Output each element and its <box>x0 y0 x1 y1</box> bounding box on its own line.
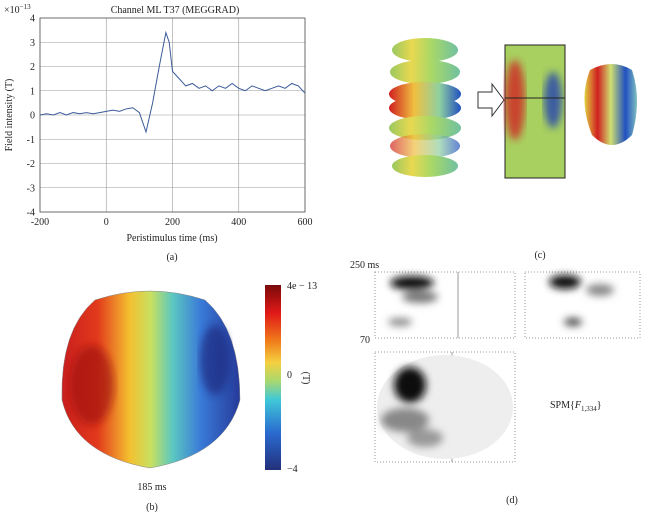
colorbar-label: 0 <box>287 370 292 381</box>
spm-label: SPM{F1,334} <box>550 400 602 413</box>
y-tick-label: 1 <box>30 86 35 97</box>
x-tick-label: 600 <box>298 217 313 228</box>
time-label: 250 ms <box>350 260 379 271</box>
y-tick-label: 4 <box>30 14 35 25</box>
y-multiplier: ×10−13 <box>4 3 31 16</box>
arrow <box>477 82 505 118</box>
spm-blobs <box>381 275 614 447</box>
brain-outline <box>377 355 513 459</box>
caption: (c) <box>534 250 545 261</box>
colorbar-label: 4e − 13 <box>287 281 317 292</box>
colorbar <box>265 285 281 470</box>
caption: (b) <box>146 502 158 513</box>
spm-suffix: } <box>597 400 602 411</box>
multiplier-exp: −13 <box>20 3 31 11</box>
time-label: 185 ms <box>137 482 166 493</box>
time-label: 70 <box>360 335 370 346</box>
chart-title: Channel ML T37 (MEGGRAD) <box>111 5 240 16</box>
colorbar-unit: (T) <box>300 372 311 385</box>
section-blob <box>505 60 525 140</box>
y-axis-label: Field intensity (T) <box>4 79 15 152</box>
x-tick-label: 400 <box>231 217 246 228</box>
y-tick-label: -4 <box>27 208 35 219</box>
y-tick-label: 2 <box>30 62 35 73</box>
head-image <box>584 64 637 145</box>
line-series <box>39 30 306 134</box>
x-tick-label: 200 <box>165 217 180 228</box>
spm-prefix: SPM{ <box>550 400 575 411</box>
y-tick-label: 3 <box>30 38 35 49</box>
spm-var: F <box>574 400 582 411</box>
y-tick-label: 0 <box>30 111 35 122</box>
x-axis-label: Peristimulus time (ms) <box>126 233 217 244</box>
caption: (d) <box>506 495 518 506</box>
spm-sub: 1,334 <box>581 405 597 413</box>
topo-map <box>61 290 241 469</box>
slices <box>389 38 461 177</box>
section-blob <box>544 72 562 128</box>
multiplier-base: ×10 <box>4 5 20 16</box>
x-tick-label: 0 <box>104 217 109 228</box>
y-tick-label: -1 <box>27 135 35 146</box>
x-tick-label: -200 <box>31 217 49 228</box>
caption: (a) <box>166 252 177 263</box>
y-tick-label: -2 <box>27 159 35 170</box>
y-tick-label: -3 <box>27 183 35 194</box>
colorbar-label: −4 <box>287 464 298 475</box>
